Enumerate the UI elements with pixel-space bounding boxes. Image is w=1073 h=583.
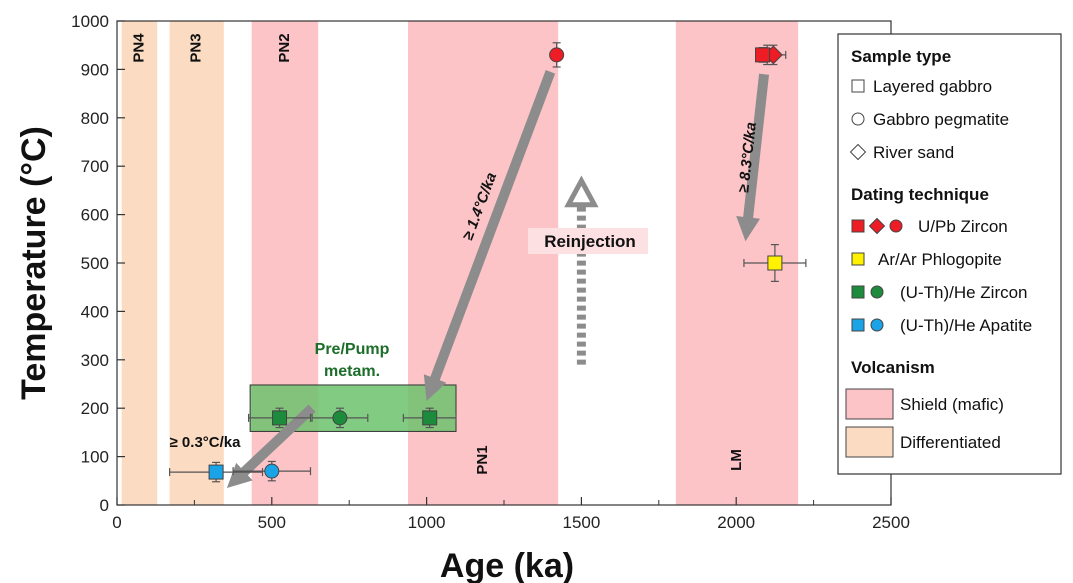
y-axis-title: Temperature (°C) [15,126,53,400]
legend-item-dating: (U-Th)/He Zircon [900,283,1028,302]
legend-marker-diamond [868,217,886,235]
legend-item-sample-type: Gabbro pegmatite [873,110,1009,129]
reinjection-arrow-head [564,175,599,208]
y-tick-label: 600 [81,206,109,225]
y-tick-label: 900 [81,60,109,79]
legend-item-dating: Ar/Ar Phlogopite [878,250,1002,269]
x-tick-label: 1500 [562,513,600,532]
x-tick-label: 1000 [408,513,446,532]
legend-marker-square [851,219,865,233]
axes: 0 500 1000 1500 2000 2500 0 100 200 300 400 500 600 7… [71,12,910,532]
reinjection-label: Reinjection [544,232,636,251]
y-tick-label: 200 [81,399,109,418]
marker-circle [264,463,280,479]
volcanism-bands: PN4 PN3 PN2 PN1 LM [121,21,799,505]
legend-item-volcanism: Shield (mafic) [900,395,1004,414]
legend-item-dating: U/Pb Zircon [918,217,1008,236]
marker-square [208,464,224,480]
y-tick-label: 300 [81,351,109,370]
marker-circle [332,410,348,426]
point-u-pb-zircon-square-1 [755,47,771,63]
legend-marker-square [851,252,865,266]
point-u-pb-zircon-circle-1 [549,42,565,68]
y-tick-label: 500 [81,254,109,273]
point--u-th-he-zircon-square-1 [247,407,312,429]
reinjection-arrow: Reinjection [528,175,648,365]
y-tick-label: 800 [81,109,109,128]
legend-item-dating: (U-Th)/He Apatite [900,316,1032,335]
metamorphism-label: Pre/Pump [315,341,390,358]
x-tick-label: 500 [258,513,286,532]
band-pn4 [121,21,158,505]
legend-marker-circle [851,112,865,126]
legend-marker-square [851,318,865,332]
cooling-arrow-2 [736,73,770,242]
data-points [169,42,807,483]
band-label-pn4: PN4 [130,33,147,63]
legend: Sample type Layered gabbro Gabbro pegmatit… [837,33,1062,475]
legend-marker-circle [870,285,884,299]
band-pn3 [169,21,224,505]
y-tick-label: 1000 [71,12,109,31]
legend-marker-square [851,79,865,93]
band-label-lm: LM [728,449,745,471]
y-tick-label: 100 [81,448,109,467]
point-ar-ar-phlogopite-square-1 [743,244,807,282]
band-label-pn3: PN3 [188,33,205,62]
cooling-arrow-1 [423,70,556,401]
legend-marker-diamond [849,143,867,161]
reinjection-label-bg [528,228,648,254]
x-tick-label: 2000 [717,513,755,532]
point--u-th-he-apatite-circle-1 [232,460,312,482]
x-tick-label: 2500 [872,513,910,532]
point--u-th-he-zircon-circle-1 [311,407,369,429]
legend-marker-circle [870,318,884,332]
marker-square [272,410,288,426]
point--u-th-he-apatite-square-1 [169,461,264,483]
point--u-th-he-zircon-square-2 [402,407,457,429]
metamorphism-label: metam. [324,363,380,380]
legend-item-volcanism: Differentiated [900,433,1001,452]
legend-marker-square [851,285,865,299]
legend-swatch [845,388,894,420]
legend-title-dating: Dating technique [851,185,989,204]
legend-item-sample-type: River sand [873,143,954,162]
band-label-pn1: PN1 [474,445,491,474]
band-label-pn2: PN2 [276,33,293,62]
marker-square [422,410,438,426]
legend-item-sample-type: Layered gabbro [873,77,992,96]
y-tick-label: 400 [81,302,109,321]
marker-circle [549,47,565,63]
cooling-rate-label-3: ≥ 0.3°C/ka [170,434,242,451]
y-tick-label: 0 [100,496,109,515]
x-axis-title: Age (ka) [440,547,574,583]
legend-swatch [845,426,894,458]
y-tick-label: 700 [81,157,109,176]
marker-square [755,47,771,63]
marker-square [767,255,783,271]
legend-title-volcanism: Volcanism [851,358,935,377]
legend-title-sample-type: Sample type [851,47,951,66]
x-tick-label: 0 [112,513,121,532]
legend-marker-circle [889,219,903,233]
cooling-arrow-3 [226,404,316,489]
